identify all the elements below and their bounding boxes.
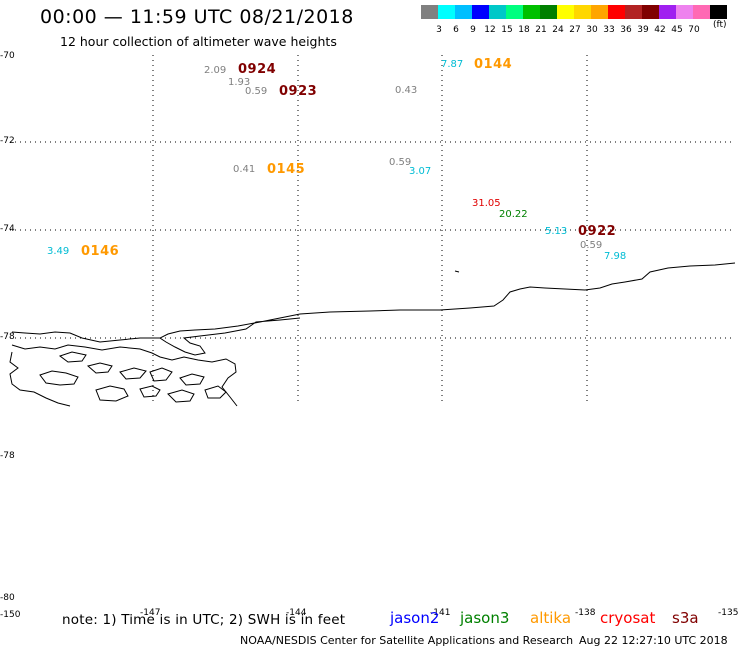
satellite-label: cryosat <box>600 609 656 627</box>
legend-swatch <box>557 5 574 19</box>
legend-label: 18 <box>518 25 530 35</box>
y-axis-label: -74 <box>0 224 15 234</box>
wave-height-value: 2.09 <box>204 65 227 76</box>
pass-time-label: 0923 <box>279 84 318 99</box>
wave-height-value: 0.41 <box>233 164 256 175</box>
legend-swatch <box>659 5 676 19</box>
wave-height-value: 3.07 <box>409 166 432 177</box>
wave-height-value: 3.49 <box>47 246 70 257</box>
legend-label: 42 <box>654 25 666 35</box>
legend-swatch <box>574 5 591 19</box>
pass-time-label: 0145 <box>267 162 306 177</box>
legend-label: 9 <box>470 25 476 35</box>
wave-height-value: 0.43 <box>395 85 418 96</box>
y-axis-label: -72 <box>0 136 15 146</box>
coastline <box>9 262 736 407</box>
legend-label: 6 <box>453 25 459 35</box>
wave-height-value: 1.93 <box>228 77 251 88</box>
graticule <box>10 55 735 405</box>
legend-label: 36 <box>620 25 632 35</box>
legend-label: 3 <box>436 25 442 35</box>
pass-time-label: 0144 <box>474 57 513 72</box>
legend-swatch <box>506 5 523 19</box>
y-axis-label: -80 <box>0 593 15 603</box>
satellite-label: s3a <box>672 609 699 627</box>
wave-height-value: 0.59 <box>389 157 412 168</box>
legend-swatch <box>710 5 727 19</box>
generation-timestamp: Aug 22 12:27:10 UTC 2018 <box>579 634 728 647</box>
x-axis-label: -144 <box>286 608 307 618</box>
legend-swatch <box>625 5 642 19</box>
legend-swatch <box>540 5 557 19</box>
legend-label: 70 <box>688 25 700 35</box>
pass-time-label: 0922 <box>578 224 617 239</box>
credit-line: NOAA/NESDIS Center for Satellite Applica… <box>240 634 574 647</box>
wave-height-value: 7.98 <box>604 251 627 262</box>
y-axis-label: -150 <box>0 610 21 620</box>
legend-label: 21 <box>535 25 547 35</box>
satellite-label: jason2 <box>390 609 440 627</box>
legend-swatch <box>693 5 710 19</box>
legend-label: 15 <box>501 25 513 35</box>
wave-height-value: 0.59 <box>245 86 268 97</box>
legend-label: 45 <box>671 25 683 35</box>
x-axis-label: -135 <box>718 608 739 618</box>
legend-swatch <box>591 5 608 19</box>
y-axis-label: -78 <box>0 332 15 342</box>
legend-swatch <box>455 5 472 19</box>
legend-label: 33 <box>603 25 615 35</box>
wave-height-value: 5.13 <box>545 226 568 237</box>
wave-height-value: 20.22 <box>499 209 528 220</box>
legend-swatch <box>523 5 540 19</box>
legend-label: 12 <box>484 25 496 35</box>
legend-swatch <box>489 5 506 19</box>
legend-swatch <box>421 5 438 19</box>
wave-height-value: 31.05 <box>472 198 501 209</box>
y-axis-label: -78 <box>0 451 15 461</box>
pass-time-label: 0924 <box>238 62 277 77</box>
pass-time-label: 0146 <box>81 244 120 259</box>
y-axis-label: -70 <box>0 51 15 61</box>
legend-unit: (ft) <box>713 20 727 30</box>
satellite-label: altika <box>530 609 572 627</box>
x-axis-label: -141 <box>430 608 451 618</box>
page-title: 00:00 — 11:59 UTC 08/21/2018 <box>40 6 354 28</box>
wave-height-value: 7.87 <box>441 59 464 70</box>
legend-swatch <box>676 5 693 19</box>
legend-label: 27 <box>569 25 581 35</box>
footer-note: note: 1) Time is in UTC; 2) SWH is in fe… <box>62 612 346 628</box>
legend-label: 24 <box>552 25 564 35</box>
wave-height-value: 0.59 <box>580 240 603 251</box>
legend-swatch <box>472 5 489 19</box>
legend-label: 30 <box>586 25 598 35</box>
satellite-label: jason3 <box>460 609 510 627</box>
legend-label: 39 <box>637 25 649 35</box>
legend-swatch <box>608 5 625 19</box>
page-subtitle: 12 hour collection of altimeter wave hei… <box>60 34 337 49</box>
legend-swatch <box>438 5 455 19</box>
legend-swatch <box>642 5 659 19</box>
x-axis-label: -147 <box>140 608 161 618</box>
x-axis-label: -138 <box>575 608 596 618</box>
